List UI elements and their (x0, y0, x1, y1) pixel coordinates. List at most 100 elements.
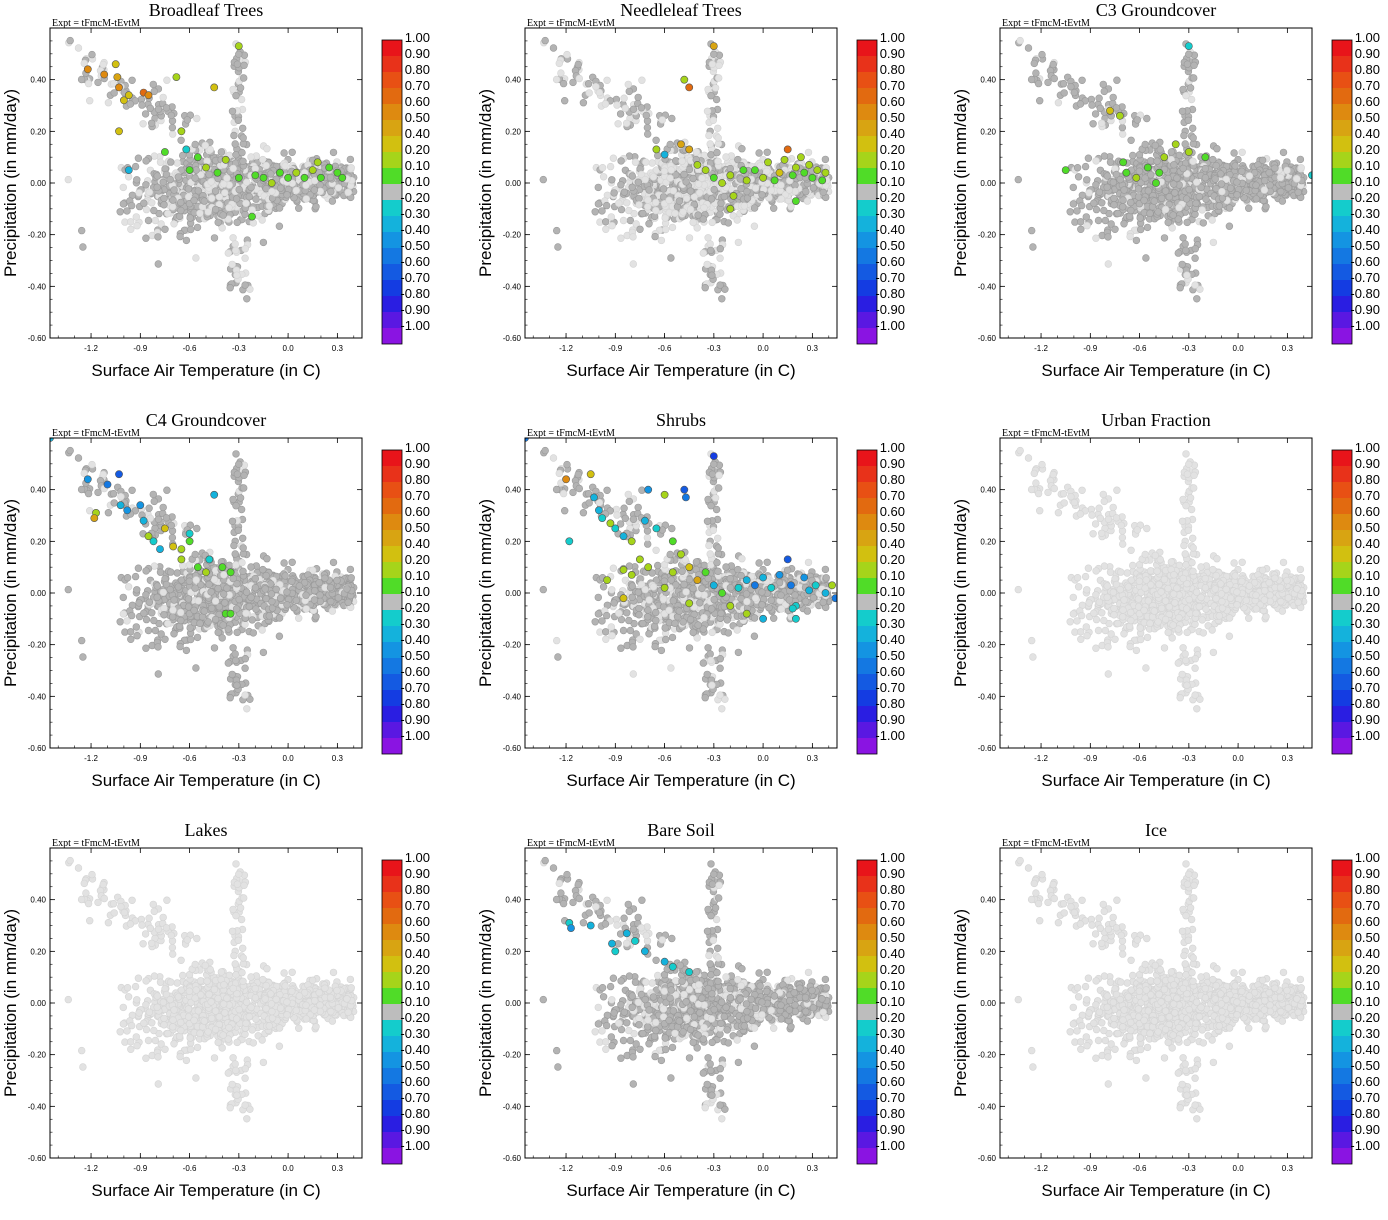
data-point (161, 195, 168, 202)
data-point-colored (202, 164, 209, 171)
data-point (1182, 247, 1189, 254)
colorbar-swatch (857, 168, 877, 184)
x-tick-label: 0.3 (807, 344, 819, 353)
data-point (1105, 261, 1112, 268)
data-point (560, 80, 567, 87)
colorbar-label: 0.60 (405, 94, 430, 109)
data-point (570, 79, 577, 86)
data-point (649, 160, 656, 167)
data-point (1261, 177, 1268, 184)
colorbar-label: -0.90 (1350, 302, 1380, 317)
data-point (751, 223, 758, 230)
data-point (575, 61, 582, 68)
data-point (668, 167, 675, 174)
data-point (1104, 173, 1111, 180)
data-point (1074, 164, 1081, 171)
data-point (1277, 174, 1284, 181)
data-point (147, 105, 154, 112)
data-point (1180, 165, 1187, 172)
data-point (621, 189, 628, 196)
data-point (1263, 203, 1270, 210)
colorbar-swatch (1332, 104, 1352, 120)
data-point (617, 111, 624, 118)
colorbar-swatch (382, 296, 402, 312)
data-point (690, 175, 697, 182)
data-point (652, 199, 659, 206)
data-point (804, 198, 811, 205)
data-point (249, 207, 256, 214)
data-point (1181, 132, 1188, 139)
colorbar-label: -0.50 (400, 238, 430, 253)
data-point (281, 560, 288, 567)
data-point (638, 104, 645, 111)
data-point (1280, 149, 1287, 156)
data-point (313, 203, 320, 210)
points-layer (46, 434, 357, 712)
y-tick-label: -0.40 (978, 282, 997, 291)
data-point-colored (1161, 154, 1168, 161)
data-point (133, 586, 140, 593)
data-point (1238, 168, 1245, 175)
data-point (618, 158, 625, 165)
data-point-colored (760, 174, 767, 181)
data-point (133, 214, 140, 221)
data-point (805, 149, 812, 156)
data-point (639, 77, 646, 84)
data-point (1145, 187, 1152, 194)
data-point (1190, 75, 1197, 82)
data-point (1112, 226, 1119, 233)
data-point (1093, 235, 1100, 242)
data-point (177, 233, 184, 240)
data-point-colored (252, 172, 259, 179)
data-point (1253, 182, 1260, 189)
data-point (264, 555, 271, 562)
data-point-colored (751, 167, 758, 174)
data-point (218, 149, 225, 156)
data-point (65, 176, 72, 183)
data-point (642, 159, 649, 166)
data-point (295, 205, 302, 212)
colorbar-label: 0.20 (880, 142, 905, 157)
colorbar-swatch (1332, 328, 1352, 344)
data-point (1203, 196, 1210, 203)
colorbar-label: -1.00 (400, 318, 430, 333)
data-point (542, 37, 549, 44)
data-point (281, 150, 288, 157)
data-point (695, 212, 702, 219)
colorbar-label: 0.90 (880, 46, 905, 61)
data-point (1185, 51, 1192, 58)
data-point (1096, 95, 1103, 102)
x-tick-label: 0.3 (1282, 344, 1294, 353)
data-point (232, 247, 239, 254)
data-point (625, 81, 632, 88)
data-point-colored (681, 76, 688, 83)
x-tick-label: -0.6 (183, 344, 197, 353)
data-point (763, 168, 770, 175)
data-point (303, 196, 310, 203)
data-point (148, 199, 155, 206)
data-point (670, 187, 677, 194)
data-point (234, 629, 241, 636)
data-point (170, 197, 177, 204)
data-point (1182, 241, 1189, 248)
data-point-colored (211, 84, 218, 91)
data-point (234, 61, 241, 68)
x-tick-label: -0.9 (608, 344, 622, 353)
data-point (204, 158, 211, 165)
data-point (727, 165, 734, 172)
data-point (1196, 193, 1203, 200)
data-point (602, 101, 609, 108)
data-point (282, 163, 289, 170)
data-point (676, 198, 683, 205)
data-point (550, 45, 557, 52)
data-point (1284, 167, 1291, 174)
data-point (822, 156, 829, 163)
colorbar-swatch (382, 168, 402, 184)
data-point (1070, 201, 1077, 208)
colorbar-swatch (1332, 40, 1352, 56)
data-point (143, 158, 150, 165)
data-point (132, 573, 139, 580)
data-point-colored (115, 128, 122, 135)
data-point (708, 92, 715, 99)
